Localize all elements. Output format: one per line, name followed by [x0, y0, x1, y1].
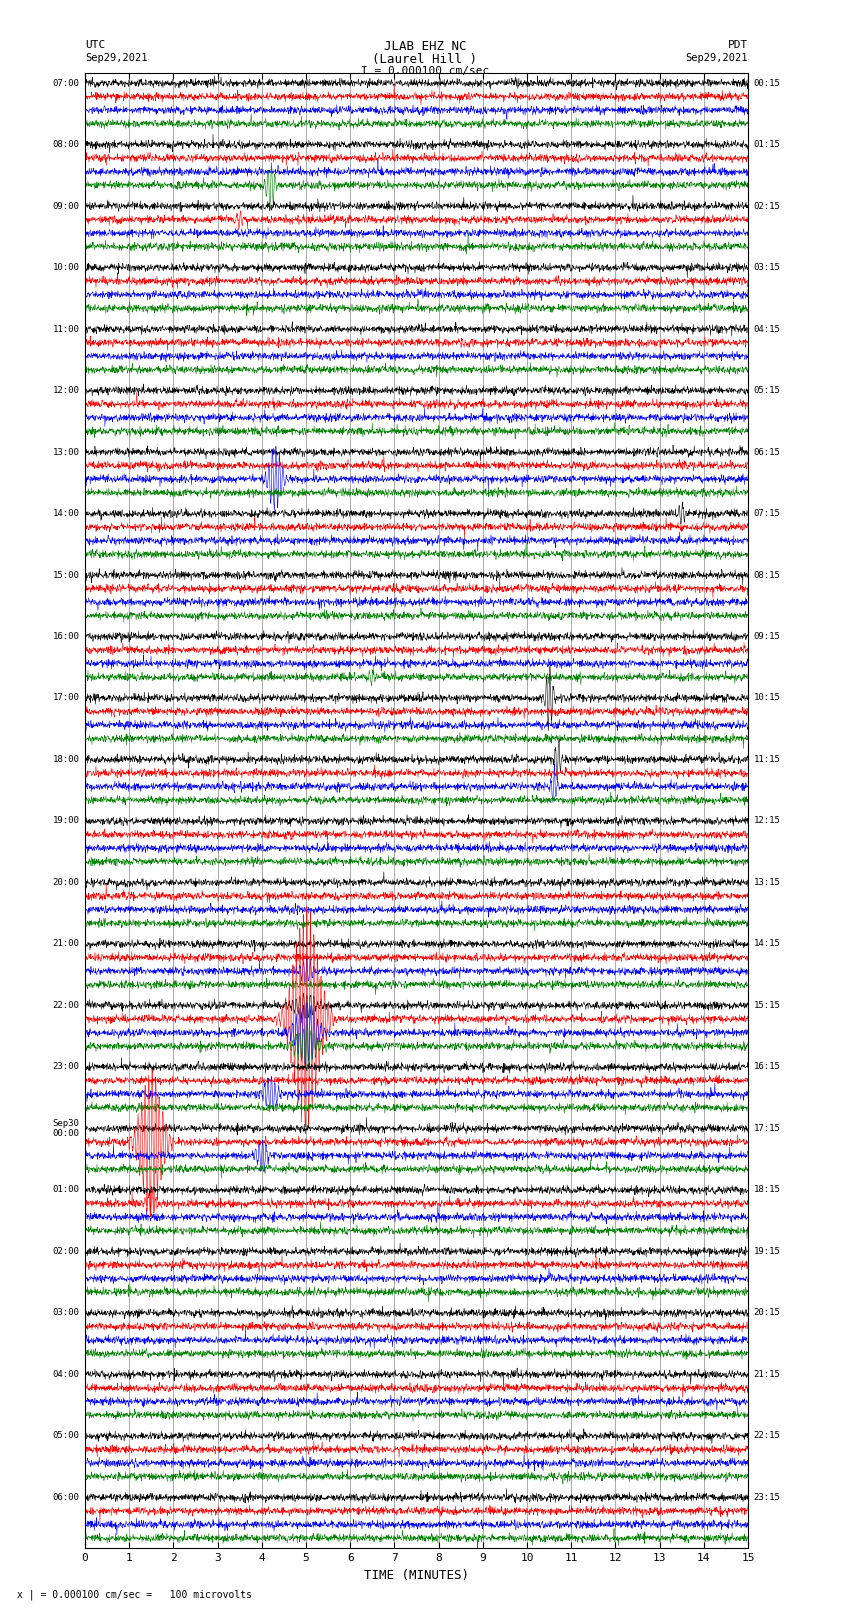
Text: 15:00: 15:00 — [53, 571, 79, 579]
Text: 03:15: 03:15 — [754, 263, 780, 273]
Text: JLAB EHZ NC: JLAB EHZ NC — [383, 40, 467, 53]
Text: (Laurel Hill ): (Laurel Hill ) — [372, 53, 478, 66]
Text: I = 0.000100 cm/sec: I = 0.000100 cm/sec — [361, 66, 489, 76]
Text: Sep29,2021: Sep29,2021 — [685, 53, 748, 63]
Text: 07:00: 07:00 — [53, 79, 79, 87]
Text: 21:15: 21:15 — [754, 1369, 780, 1379]
Text: 02:00: 02:00 — [53, 1247, 79, 1257]
Text: 20:15: 20:15 — [754, 1308, 780, 1318]
Text: 00:15: 00:15 — [754, 79, 780, 87]
Text: 16:15: 16:15 — [754, 1063, 780, 1071]
Text: 05:15: 05:15 — [754, 386, 780, 395]
Text: x | = 0.000100 cm/sec =   100 microvolts: x | = 0.000100 cm/sec = 100 microvolts — [17, 1589, 252, 1600]
Text: 20:00: 20:00 — [53, 877, 79, 887]
Text: 09:00: 09:00 — [53, 202, 79, 211]
Text: 17:15: 17:15 — [754, 1124, 780, 1132]
Text: 07:15: 07:15 — [754, 510, 780, 518]
Text: 05:00: 05:00 — [53, 1431, 79, 1440]
X-axis label: TIME (MINUTES): TIME (MINUTES) — [364, 1569, 469, 1582]
Text: 15:15: 15:15 — [754, 1002, 780, 1010]
Text: 19:00: 19:00 — [53, 816, 79, 826]
Text: 17:00: 17:00 — [53, 694, 79, 703]
Text: 06:15: 06:15 — [754, 447, 780, 456]
Text: 02:15: 02:15 — [754, 202, 780, 211]
Text: 18:00: 18:00 — [53, 755, 79, 765]
Text: 04:00: 04:00 — [53, 1369, 79, 1379]
Text: 06:00: 06:00 — [53, 1494, 79, 1502]
Text: 23:15: 23:15 — [754, 1494, 780, 1502]
Text: 10:15: 10:15 — [754, 694, 780, 703]
Text: 22:00: 22:00 — [53, 1002, 79, 1010]
Text: 10:00: 10:00 — [53, 263, 79, 273]
Text: 12:15: 12:15 — [754, 816, 780, 826]
Text: 14:00: 14:00 — [53, 510, 79, 518]
Text: Sep29,2021: Sep29,2021 — [85, 53, 148, 63]
Text: 16:00: 16:00 — [53, 632, 79, 640]
Text: 08:00: 08:00 — [53, 140, 79, 148]
Text: 23:00: 23:00 — [53, 1063, 79, 1071]
Text: 13:00: 13:00 — [53, 447, 79, 456]
Text: 11:15: 11:15 — [754, 755, 780, 765]
Text: 13:15: 13:15 — [754, 877, 780, 887]
Text: 01:00: 01:00 — [53, 1186, 79, 1195]
Text: 18:15: 18:15 — [754, 1186, 780, 1195]
Text: 04:15: 04:15 — [754, 324, 780, 334]
Text: 14:15: 14:15 — [754, 939, 780, 948]
Text: 11:00: 11:00 — [53, 324, 79, 334]
Text: 19:15: 19:15 — [754, 1247, 780, 1257]
Text: 12:00: 12:00 — [53, 386, 79, 395]
Text: PDT: PDT — [728, 40, 748, 50]
Text: 09:15: 09:15 — [754, 632, 780, 640]
Text: 03:00: 03:00 — [53, 1308, 79, 1318]
Text: UTC: UTC — [85, 40, 105, 50]
Text: 01:15: 01:15 — [754, 140, 780, 148]
Text: 22:15: 22:15 — [754, 1431, 780, 1440]
Text: 08:15: 08:15 — [754, 571, 780, 579]
Text: 21:00: 21:00 — [53, 939, 79, 948]
Text: Sep30
00:00: Sep30 00:00 — [53, 1119, 79, 1139]
